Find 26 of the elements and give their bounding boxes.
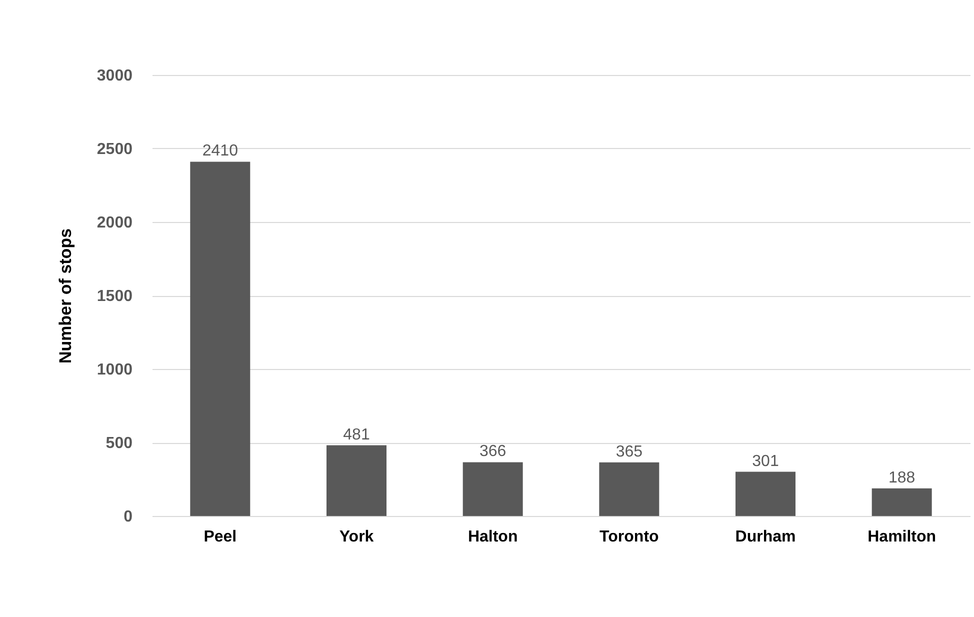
y-tick-label: 2500 bbox=[96, 141, 133, 158]
data-label: 366 bbox=[479, 443, 506, 460]
y-tick-label: 3000 bbox=[96, 68, 133, 84]
data-label: 2410 bbox=[202, 142, 238, 160]
y-axis-title: Number of stops bbox=[56, 228, 75, 364]
bar bbox=[326, 445, 386, 516]
data-label: 365 bbox=[616, 443, 643, 460]
bar bbox=[190, 162, 250, 516]
y-tick-label: 500 bbox=[106, 435, 133, 452]
y-tick-label: 1000 bbox=[96, 362, 133, 378]
y-tick-label: 1500 bbox=[96, 288, 133, 305]
x-tick-label: York bbox=[339, 528, 374, 546]
x-tick-label: Toronto bbox=[600, 528, 660, 546]
bar bbox=[872, 488, 932, 516]
x-tick-label: Durham bbox=[735, 528, 796, 546]
y-tick-label: 2000 bbox=[96, 214, 133, 232]
x-tick-label: Hamilton bbox=[868, 528, 936, 546]
data-label: 301 bbox=[752, 452, 779, 470]
bar bbox=[736, 472, 796, 516]
y-tick-label: 0 bbox=[124, 508, 133, 526]
bar bbox=[599, 462, 660, 516]
data-label: 188 bbox=[888, 469, 916, 486]
data-label: 481 bbox=[343, 426, 370, 444]
x-tick-label: Peel bbox=[204, 528, 237, 546]
x-tick-label: Halton bbox=[468, 528, 518, 546]
bar bbox=[462, 462, 523, 516]
